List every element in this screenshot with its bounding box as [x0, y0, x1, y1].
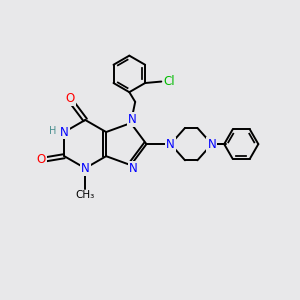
Text: Cl: Cl: [164, 75, 175, 88]
Text: N: N: [166, 138, 175, 151]
Text: N: N: [60, 125, 69, 139]
Text: N: N: [128, 113, 136, 126]
Text: N: N: [207, 138, 216, 151]
Text: CH₃: CH₃: [76, 190, 95, 200]
Text: N: N: [81, 162, 90, 175]
Text: N: N: [129, 162, 137, 175]
Text: H: H: [50, 126, 57, 136]
Text: O: O: [37, 153, 46, 166]
Text: O: O: [66, 92, 75, 105]
